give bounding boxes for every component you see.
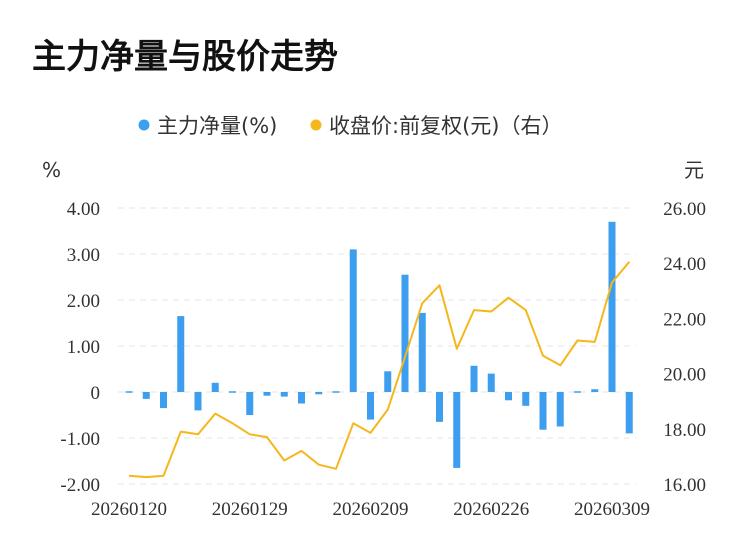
left-tick-label: 3.00 [67,245,100,266]
bar [418,312,426,392]
bar [591,389,599,392]
legend-bar-marker [138,119,150,131]
right-tick-label: 20.00 [663,365,706,386]
left-tick-label: -1.00 [60,429,100,450]
bar [625,392,633,434]
bar [539,392,547,430]
line-series [128,261,631,479]
left-tick-label: 4.00 [67,199,100,220]
x-tick-label: 20260129 [212,499,288,520]
left-axis-unit: % [42,158,61,182]
bar [487,373,495,392]
bar [211,382,219,392]
bar-series [125,221,633,468]
legend-line-marker [310,119,322,131]
bar [384,371,392,392]
left-tick-label: 0 [91,383,101,404]
right-axis-unit: 元 [684,158,704,182]
bar [194,392,202,411]
bar [160,392,167,409]
bar [229,391,236,393]
x-axis-ticks: 20260120 20260129 20260209 20260226 20260309 [91,499,650,520]
bar [436,392,443,422]
bar [401,274,409,392]
right-tick-label: 24.00 [663,254,706,275]
right-tick-label: 18.00 [663,420,706,441]
bar [142,392,150,399]
bar [608,221,616,392]
bar [556,392,564,427]
legend-bar-label: 主力净量(%) [157,114,277,138]
bar [246,392,254,415]
bar [125,391,133,393]
right-tick-label: 16.00 [663,475,706,496]
right-tick-label: 22.00 [663,309,706,330]
right-axis-ticks: 26.00 24.00 22.00 20.00 18.00 16.00 [663,199,706,496]
bar [367,392,374,420]
right-tick-label: 26.00 [663,199,706,220]
left-tick-label: 1.00 [67,337,100,358]
left-tick-label: 2.00 [67,291,100,312]
bar [280,392,288,397]
left-tick-label: -2.00 [60,475,100,496]
bar [349,249,357,392]
bar [453,392,461,468]
x-tick-label: 20260209 [333,499,409,520]
bar [177,316,185,392]
x-tick-label: 20260309 [574,499,650,520]
legend: 主力净量(%) 收盘价:前复权(元)（右） [138,114,562,138]
bar [522,392,530,406]
bar [332,391,340,393]
bar [505,392,512,401]
chart-title: 主力净量与股价走势 [32,37,338,77]
bar [470,365,478,392]
bar [263,392,271,396]
bar [298,392,305,404]
x-tick-label: 20260226 [453,499,529,520]
bar [315,392,323,395]
gridlines [118,207,636,485]
legend-line-label: 收盘价:前复权(元)（右） [329,114,562,138]
price-line [128,261,631,479]
left-axis-ticks: 4.00 3.00 2.00 1.00 0 -1.00 -2.00 [60,199,100,496]
x-tick-label: 20260120 [91,499,167,520]
bar [574,391,581,393]
